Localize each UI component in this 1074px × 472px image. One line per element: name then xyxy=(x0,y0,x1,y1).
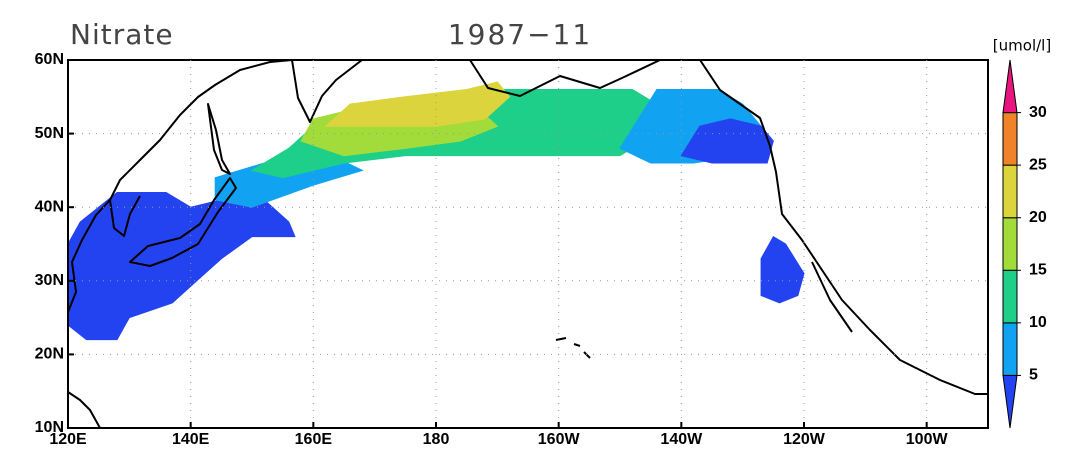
chart-subtitle: 1987−11 xyxy=(448,18,592,51)
chart-title: Nitrate xyxy=(70,18,174,51)
x-tick-label: 100W xyxy=(906,431,949,448)
y-tick-label: 20N xyxy=(35,346,64,363)
coastline xyxy=(811,261,853,333)
coastline xyxy=(109,195,141,237)
colorbar-label: 10 xyxy=(1029,314,1047,331)
coastline xyxy=(699,60,988,395)
x-tick-label: 160W xyxy=(538,431,581,448)
colorbar-swatch xyxy=(1002,112,1018,166)
colorbar-swatch xyxy=(1002,59,1018,114)
coastline xyxy=(555,337,591,359)
coastline xyxy=(68,60,293,313)
colorbar-label: 15 xyxy=(1029,262,1047,279)
unit-label: [umol/l] xyxy=(993,37,1051,55)
coastline xyxy=(469,60,661,97)
colorbar-swatch xyxy=(1002,164,1018,219)
nitrate-field xyxy=(680,118,774,164)
coastline xyxy=(68,391,101,428)
colorbar-label: 25 xyxy=(1029,156,1047,173)
y-tick-label: 50N xyxy=(35,125,64,142)
colorbar-swatch xyxy=(1002,374,1018,429)
colorbar-swatch xyxy=(1002,269,1018,324)
coastline xyxy=(291,60,363,123)
coastline xyxy=(207,103,231,175)
x-tick-label: 140W xyxy=(660,431,703,448)
nitrate-field xyxy=(68,191,296,341)
nitrate-field xyxy=(324,81,511,127)
colorbar-label: 5 xyxy=(1029,367,1038,384)
plot-frame xyxy=(67,59,989,429)
colorbar-swatch xyxy=(1002,217,1018,271)
nitrate-field xyxy=(760,235,805,304)
y-tick-label: 60N xyxy=(35,51,64,68)
x-tick-label: 140E xyxy=(172,431,210,448)
colorbar-label: 30 xyxy=(1029,104,1047,121)
field-layer xyxy=(68,81,805,341)
y-tick-label: 10N xyxy=(35,419,64,436)
colorbar-swatch xyxy=(1002,322,1018,376)
y-tick-label: 30N xyxy=(35,272,64,289)
y-tick-label: 40N xyxy=(35,198,64,215)
coastlines xyxy=(68,60,988,428)
coastline xyxy=(129,177,237,267)
x-tick-label: 180 xyxy=(423,431,450,448)
x-tick-label: 120E xyxy=(49,431,87,448)
colorbar-label: 20 xyxy=(1029,209,1047,226)
x-tick-label: 120W xyxy=(783,431,826,448)
colorbar: 5 10 15 20 25 30 xyxy=(1002,59,1047,429)
x-tick-label: 160E xyxy=(295,431,333,448)
